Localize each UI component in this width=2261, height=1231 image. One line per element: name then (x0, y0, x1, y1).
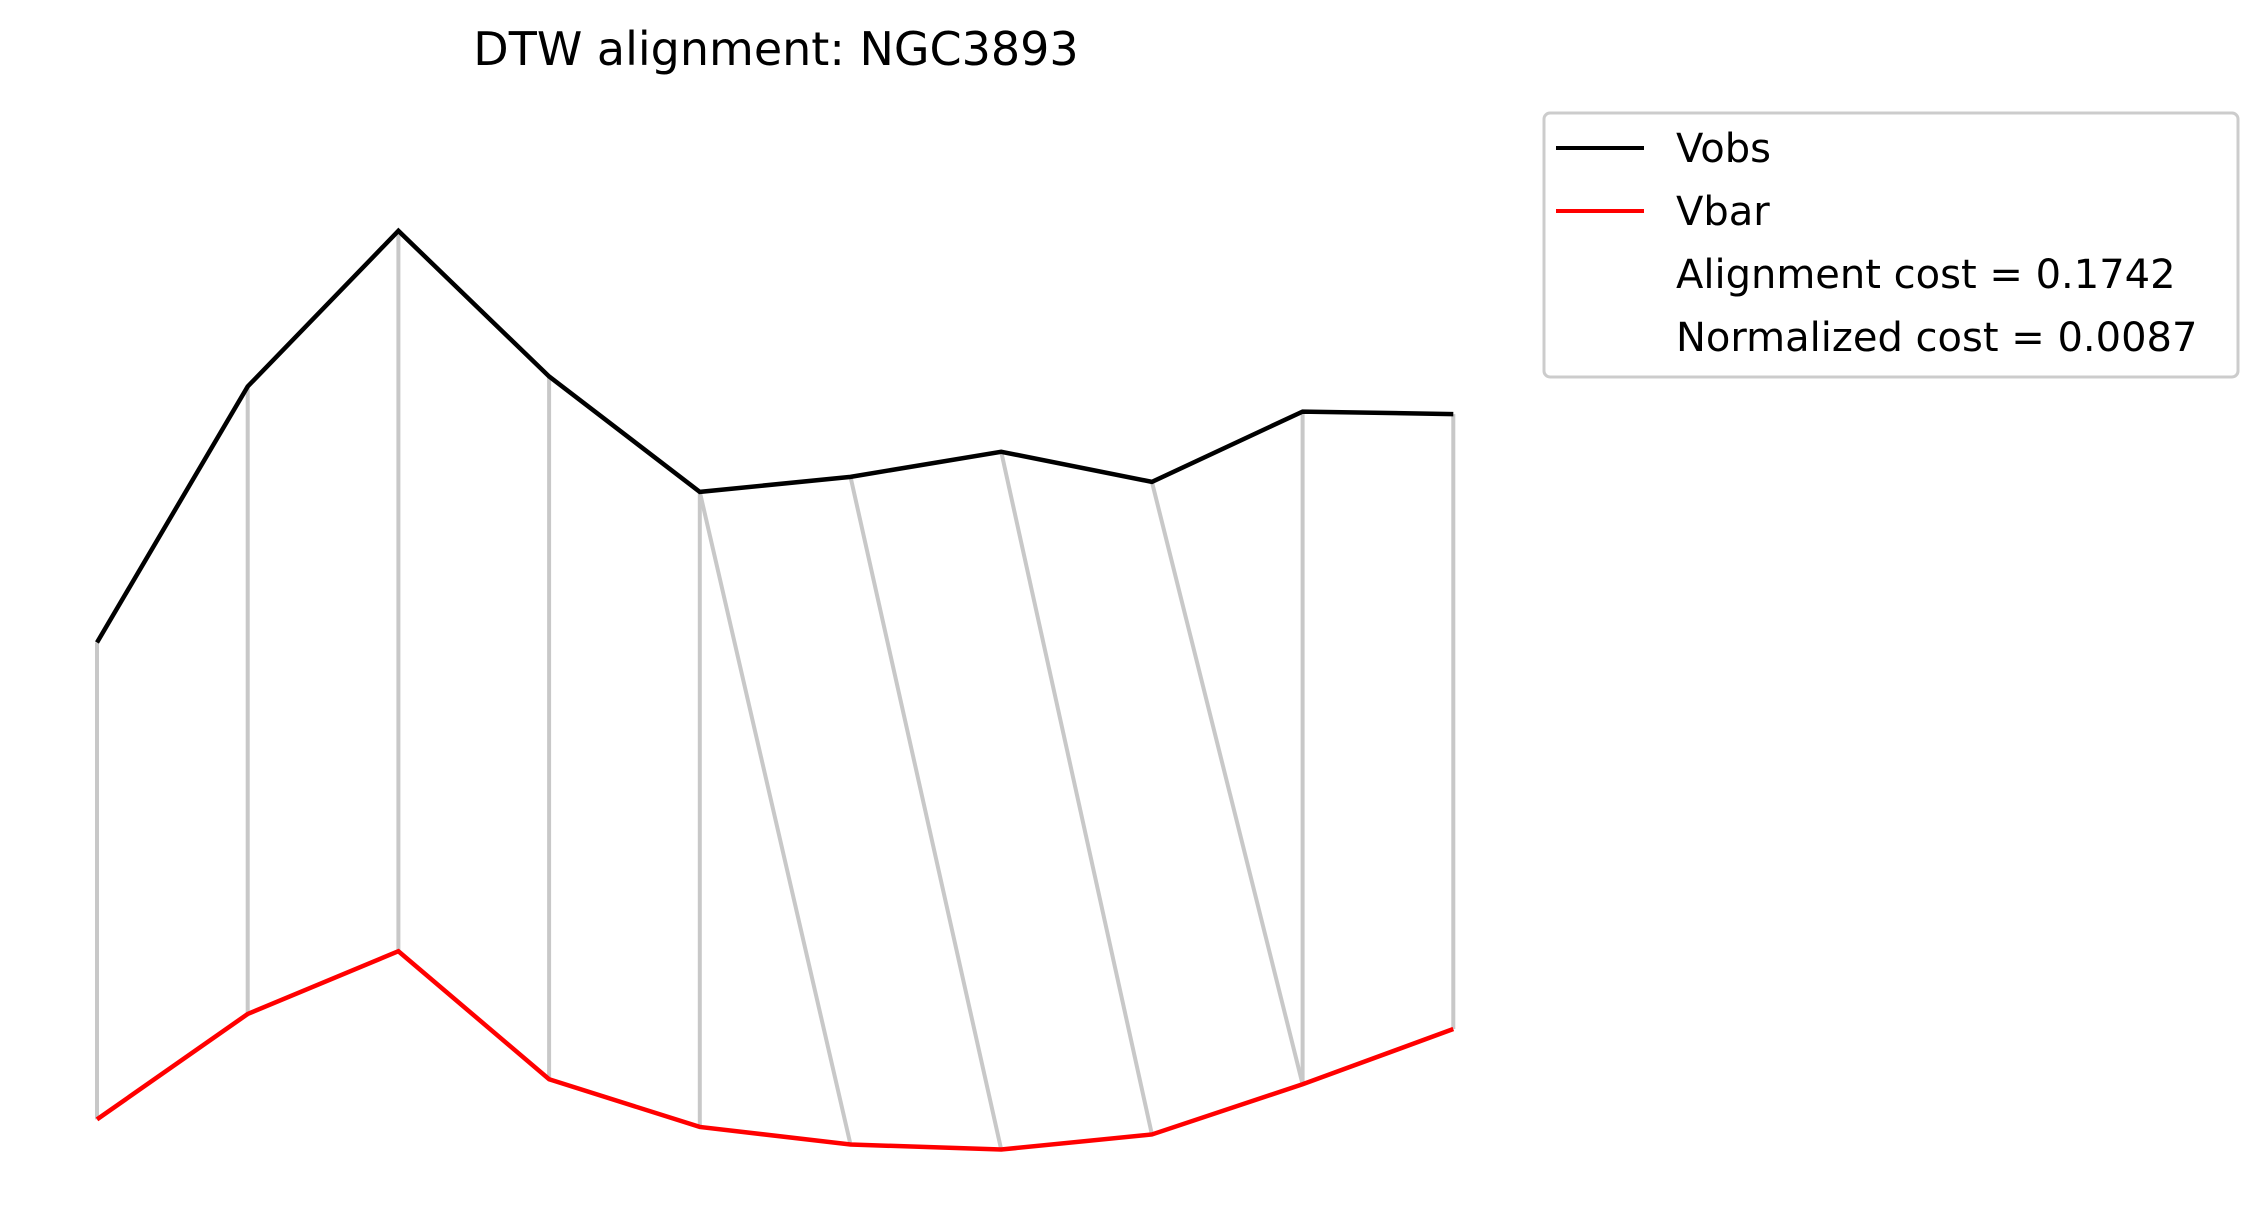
alignment-line-6 (848, 476, 1004, 1150)
alignment-line-8 (1149, 481, 1305, 1085)
legend: Vobs Vbar Alignment cost = 0.1742 Normal… (1542, 111, 2240, 379)
legend-normalized-cost: Normalized cost = 0.0087 (1676, 315, 2197, 361)
legend-label-vobs: Vobs (1676, 126, 1771, 172)
legend-frame (1542, 111, 2240, 379)
legend-label-vbar: Vbar (1676, 189, 1770, 235)
alignment-line-7 (999, 451, 1154, 1135)
alignment-line-5 (697, 491, 853, 1145)
chart-title: DTW alignment: NGC3893 (473, 22, 1078, 76)
series-line-vobs (95, 227, 1454, 644)
legend-alignment-cost: Alignment cost = 0.1742 (1676, 252, 2176, 298)
series-line-vbar (95, 948, 1455, 1152)
alignment-lines (95, 230, 1456, 1150)
series-lines (95, 227, 1455, 1152)
